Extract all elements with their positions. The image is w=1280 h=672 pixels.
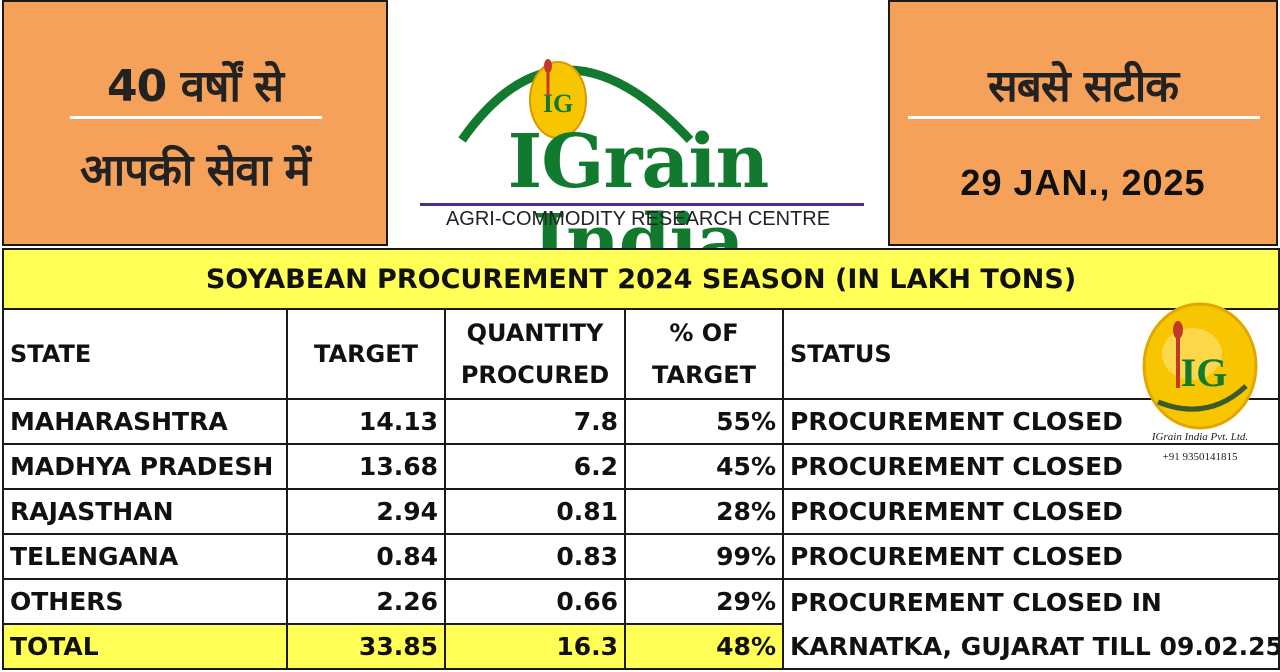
cell-target: 13.68 bbox=[286, 443, 446, 490]
divider bbox=[908, 116, 1260, 119]
table-title: SOYABEAN PROCUREMENT 2024 SEASON (IN LAK… bbox=[1, 248, 1280, 310]
header-target: TARGET bbox=[286, 308, 446, 400]
cell-target: 0.84 bbox=[286, 533, 446, 580]
logo-arc-icon: IG bbox=[458, 59, 694, 144]
status-text: PROCUREMENT CLOSED IN bbox=[790, 587, 1162, 617]
cell-percent: 45% bbox=[624, 443, 784, 490]
cell-target: 2.26 bbox=[286, 578, 446, 625]
cell-percent: 28% bbox=[624, 488, 784, 535]
total-procured: 16.3 bbox=[444, 623, 626, 670]
header-pct-line2: TARGET bbox=[651, 361, 757, 389]
total-percent: 48% bbox=[624, 623, 784, 670]
cell-state: RAJASTHAN bbox=[2, 488, 288, 535]
total-row: TOTAL 33.85 16.3 48% KARNATKA, GUJARAT T… bbox=[2, 623, 1280, 670]
status-text: PROCUREMENT CLOSED bbox=[790, 542, 1123, 571]
cell-status: PROCUREMENT CLOSED bbox=[781, 488, 1280, 535]
header-pct-line1: % OF bbox=[669, 319, 739, 347]
total-target: 33.85 bbox=[286, 623, 446, 670]
header-right-panel: सबसे सटीक 29 JAN., 2025 bbox=[888, 0, 1278, 246]
table-row: MAHARASHTRA 14.13 7.8 55% PROCUREMENT CL… bbox=[2, 398, 1280, 445]
cell-status: PROCUREMENT CLOSED IN bbox=[781, 578, 1280, 624]
status-text: PROCUREMENT CLOSED bbox=[790, 497, 1123, 526]
cell-procured: 6.2 bbox=[444, 443, 626, 490]
hindi-line-2: आपकी सेवा में bbox=[80, 145, 311, 196]
header-qty-line1: QUANTITY bbox=[466, 319, 604, 347]
cell-procured: 7.8 bbox=[444, 398, 626, 445]
total-status: KARNATKA, GUJARAT TILL 09.02.25 bbox=[781, 624, 1280, 670]
table-header-row: STATE TARGET QUANTITY PROCURED % OF TARG… bbox=[2, 308, 1280, 400]
cell-percent: 29% bbox=[624, 578, 784, 625]
cell-percent: 55% bbox=[624, 398, 784, 445]
cell-target: 14.13 bbox=[286, 398, 446, 445]
cell-status: PROCUREMENT CLOSED bbox=[781, 533, 1280, 580]
hindi-line-1: 40 वर्षों से bbox=[107, 61, 284, 112]
header-banner: 40 वर्षों से आपकी सेवा में IG IGrain Ind… bbox=[0, 0, 1280, 282]
header-quantity-procured: QUANTITY PROCURED bbox=[444, 308, 626, 400]
divider bbox=[70, 116, 322, 119]
header-left-panel: 40 वर्षों से आपकी सेवा में bbox=[2, 0, 388, 246]
badge-letters: IG bbox=[1181, 350, 1228, 395]
table-row: OTHERS 2.26 0.66 29% PROCUREMENT CLOSED … bbox=[2, 578, 1280, 625]
cell-procured: 0.83 bbox=[444, 533, 626, 580]
status-text: PROCUREMENT CLOSED bbox=[790, 452, 1123, 481]
header-percent-target: % OF TARGET bbox=[624, 308, 784, 400]
hindi-heading-right: सबसे सटीक bbox=[987, 61, 1179, 112]
table-row: MADHYA PRADESH 13.68 6.2 45% PROCUREMENT… bbox=[2, 443, 1280, 490]
brand-logo-block: IG IGrain India AGRI-COMMODITY RESEARCH … bbox=[390, 0, 886, 282]
cell-procured: 0.66 bbox=[444, 578, 626, 625]
cell-state: TELENGANA bbox=[2, 533, 288, 580]
cell-percent: 99% bbox=[624, 533, 784, 580]
cell-state: OTHERS bbox=[2, 578, 288, 625]
cell-procured: 0.81 bbox=[444, 488, 626, 535]
watermark-company: IGrain India Pvt. Ltd. bbox=[1151, 431, 1249, 443]
brand-underline bbox=[420, 203, 864, 206]
cell-target: 2.94 bbox=[286, 488, 446, 535]
status-text: PROCUREMENT CLOSED bbox=[790, 407, 1123, 436]
header-state: STATE bbox=[2, 308, 288, 400]
status-text: KARNATKA, GUJARAT TILL 09.02.25 bbox=[790, 631, 1280, 661]
cell-state: MADHYA PRADESH bbox=[2, 443, 288, 490]
igrain-badge-icon: IG bbox=[1142, 302, 1258, 430]
watermark-phone: +91 9350141815 bbox=[1162, 451, 1238, 463]
table-row: RAJASTHAN 2.94 0.81 28% PROCUREMENT CLOS… bbox=[2, 488, 1280, 535]
cell-status: PROCUREMENT CLOSED bbox=[781, 443, 1280, 490]
header-qty-line2: PROCURED bbox=[460, 361, 610, 389]
cell-state: MAHARASHTRA bbox=[2, 398, 288, 445]
table-row: TELENGANA 0.84 0.83 99% PROCUREMENT CLOS… bbox=[2, 533, 1280, 580]
total-label: TOTAL bbox=[2, 623, 288, 670]
brand-tagline: AGRI-COMMODITY RESEARCH CENTRE bbox=[445, 208, 831, 230]
procurement-table: SOYABEAN PROCUREMENT 2024 SEASON (IN LAK… bbox=[1, 248, 1280, 670]
table-title-row: SOYABEAN PROCUREMENT 2024 SEASON (IN LAK… bbox=[1, 248, 1280, 310]
report-date: 29 JAN., 2025 bbox=[960, 162, 1206, 203]
